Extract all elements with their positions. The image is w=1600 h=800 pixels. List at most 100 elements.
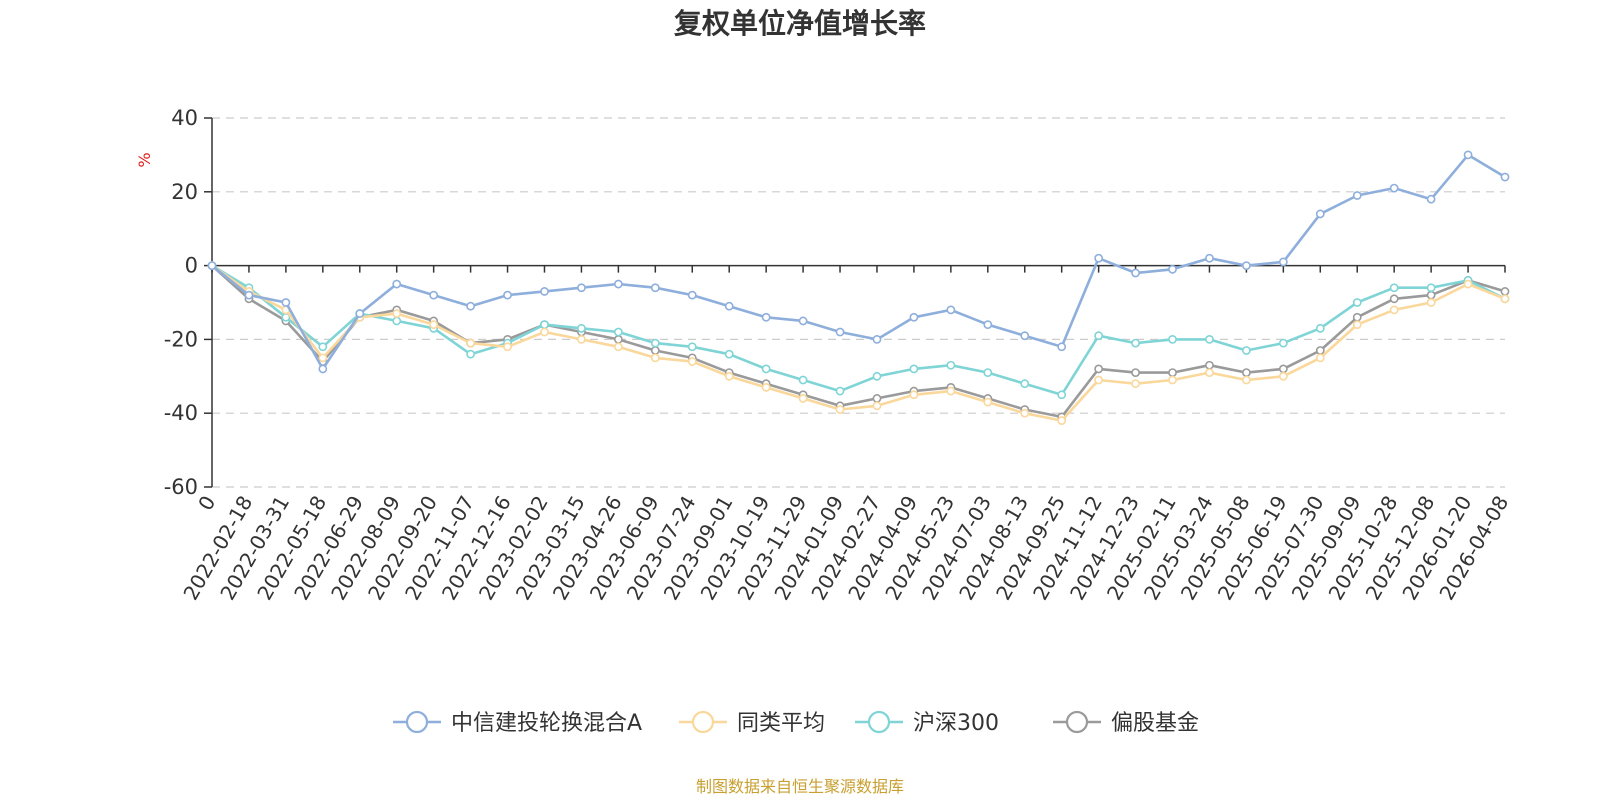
data-point[interactable] [872,334,882,344]
data-point[interactable] [1315,346,1325,355]
data-point[interactable] [1094,364,1104,374]
data-point[interactable] [946,386,956,396]
data-point[interactable] [835,327,845,337]
data-point[interactable] [1315,323,1325,333]
data-point[interactable] [1278,364,1288,374]
data-point[interactable] [503,290,512,300]
data-point[interactable] [1426,283,1436,293]
data-point[interactable] [1426,298,1436,307]
data-point[interactable] [1242,261,1251,270]
data-point[interactable] [1389,183,1399,193]
data-point[interactable] [429,290,439,300]
data-point[interactable] [1463,279,1473,289]
data-point[interactable] [761,382,771,392]
data-point[interactable] [909,312,919,322]
data-point[interactable] [983,397,993,407]
data-point[interactable] [1278,371,1288,381]
data-point[interactable] [540,320,549,330]
data-point[interactable] [687,290,697,300]
data-point[interactable] [1278,338,1288,348]
data-point[interactable] [1389,294,1399,304]
data-point[interactable] [724,349,734,359]
data-point[interactable] [687,342,697,352]
data-point[interactable] [909,364,919,374]
legend-item-0[interactable]: 中信建投轮换混合A [393,710,642,736]
data-point[interactable] [1205,334,1214,344]
legend-item-2[interactable]: 沪深300 [855,710,999,736]
data-point[interactable] [1389,305,1399,315]
data-point[interactable] [1352,312,1362,322]
data-point[interactable] [724,371,734,381]
data-point[interactable] [1242,375,1251,385]
data-point[interactable] [761,364,771,374]
data-point[interactable] [946,305,956,315]
data-point[interactable] [761,312,771,322]
data-point[interactable] [540,287,549,296]
data-point[interactable] [355,309,365,318]
data-point[interactable] [1352,320,1362,330]
data-point[interactable] [650,283,660,293]
data-point[interactable] [1426,290,1436,300]
data-point[interactable] [650,353,660,363]
data-point[interactable] [503,342,512,352]
data-point[interactable] [983,320,993,330]
data-point[interactable] [577,323,586,333]
data-point[interactable] [1242,346,1251,355]
data-point[interactable] [909,390,919,400]
data-point[interactable] [1352,191,1362,200]
data-point[interactable] [1500,294,1510,304]
data-point[interactable] [613,334,623,344]
legend-item-3[interactable]: 偏股基金 [1053,710,1199,736]
data-point[interactable] [613,342,623,352]
data-point[interactable] [1131,268,1140,278]
data-point[interactable] [1500,172,1510,182]
data-point[interactable] [1057,416,1067,425]
data-point[interactable] [1463,150,1473,160]
data-point[interactable] [244,290,254,300]
legend-item-1[interactable]: 同类平均 [679,710,825,736]
data-point[interactable] [1094,331,1104,341]
data-point[interactable] [1168,334,1177,344]
data-point[interactable] [1205,368,1214,378]
data-point[interactable] [1131,379,1140,389]
data-point[interactable] [318,342,328,352]
data-point[interactable] [1020,331,1030,341]
data-point[interactable] [1020,379,1030,389]
data-point[interactable] [798,394,808,403]
data-point[interactable] [429,320,439,330]
data-point[interactable] [872,401,882,411]
data-point[interactable] [1205,253,1214,263]
data-point[interactable] [392,316,402,326]
data-point[interactable] [1168,375,1177,385]
data-point[interactable] [577,334,586,344]
data-point[interactable] [687,357,697,366]
data-point[interactable] [872,371,882,381]
data-point[interactable] [466,349,475,359]
data-point[interactable] [1168,264,1177,274]
data-point[interactable] [798,375,808,385]
data-point[interactable] [613,279,623,289]
data-point[interactable] [318,364,328,374]
data-point[interactable] [318,353,328,363]
data-point[interactable] [1389,283,1399,293]
data-point[interactable] [1131,368,1140,378]
data-point[interactable] [1315,209,1325,219]
data-point[interactable] [540,327,549,337]
data-point[interactable] [650,346,660,355]
data-point[interactable] [1168,368,1177,378]
data-point[interactable] [1094,375,1104,385]
data-point[interactable] [1057,390,1067,400]
data-point[interactable] [466,301,475,311]
data-point[interactable] [650,338,660,348]
data-point[interactable] [835,405,845,414]
data-point[interactable] [1057,342,1067,352]
data-point[interactable] [1205,360,1214,370]
data-point[interactable] [946,360,956,370]
data-point[interactable] [577,283,586,293]
data-point[interactable] [983,368,993,378]
data-point[interactable] [613,327,623,337]
data-point[interactable] [1500,287,1510,296]
data-point[interactable] [281,298,291,307]
data-point[interactable] [1278,257,1288,267]
data-point[interactable] [1426,194,1436,204]
